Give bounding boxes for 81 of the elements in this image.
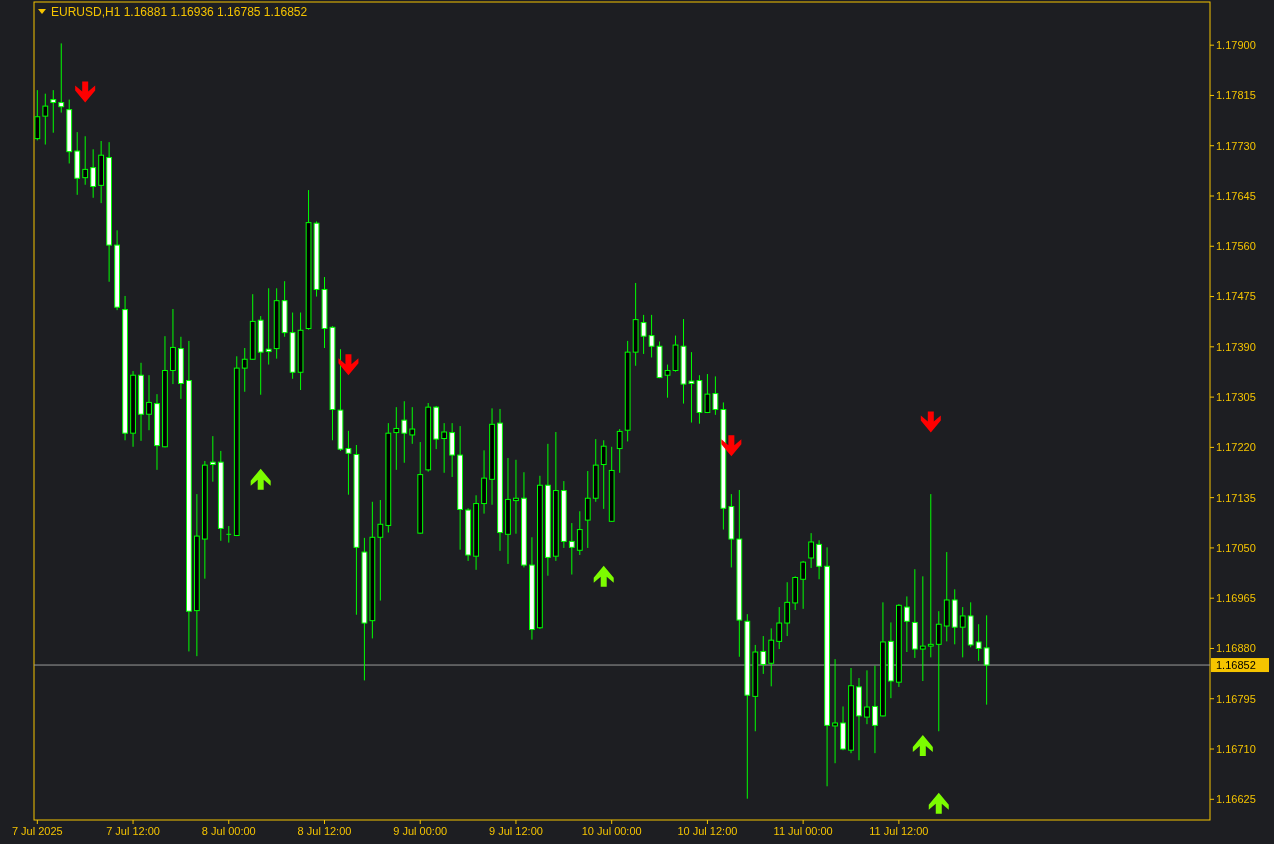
candlestick [600, 439, 607, 510]
y-tick-label: 1.16710 [1216, 742, 1256, 755]
y-tick-label: 1.17475 [1216, 290, 1256, 303]
point [920, 411, 941, 433]
candlestick [576, 510, 583, 556]
y-tick-label: 1.17815 [1216, 89, 1256, 102]
candlestick [648, 314, 655, 358]
candlestick [808, 532, 815, 569]
y-tick-label: 1.17220 [1216, 441, 1256, 454]
candlestick [449, 422, 456, 478]
candlestick [919, 575, 926, 682]
candlestick [640, 314, 647, 355]
x-tick-label: 11 Jul 00:00 [773, 825, 833, 837]
candlestick [90, 148, 97, 199]
point [912, 734, 933, 756]
candlestick [401, 400, 408, 464]
candlestick [927, 493, 934, 658]
candlestick [712, 375, 719, 416]
candlestick [616, 428, 623, 474]
candlestick [441, 422, 448, 474]
x-tick-label: 10 Jul 12:00 [677, 825, 738, 837]
y-tick-label: 1.17730 [1216, 139, 1256, 152]
candlestick [975, 623, 982, 662]
candlestick [225, 525, 232, 544]
candlestick [241, 347, 248, 393]
x-tick-label: 10 Jul 00:00 [581, 825, 642, 837]
x-tick-label: 7 Jul 12:00 [106, 825, 160, 837]
y-tick-label: 1.16965 [1216, 592, 1256, 605]
point [593, 565, 614, 587]
candlestick [959, 606, 966, 658]
candlestick [800, 560, 807, 610]
y-tick-label: 1.17560 [1216, 240, 1256, 253]
candlestick [146, 374, 152, 431]
y-tick-label: 1.17050 [1216, 541, 1256, 554]
candlestick [760, 635, 767, 675]
candlestick [832, 658, 838, 764]
candlestick [50, 89, 57, 134]
point [721, 435, 742, 457]
x-tick-label: 9 Jul 12:00 [489, 825, 543, 837]
candlestick [935, 610, 942, 732]
x-tick-label: 11 Jul 12:00 [869, 825, 929, 837]
y-tick-label: 1.16625 [1216, 793, 1256, 806]
candlestick [704, 373, 711, 414]
candlestick [872, 665, 878, 754]
candlestick [265, 287, 272, 366]
y-tick-label: 1.17135 [1216, 491, 1256, 504]
candlestick [816, 539, 822, 580]
candlestick [170, 308, 176, 385]
y-tick-label: 1.17305 [1216, 390, 1256, 403]
point [338, 354, 359, 376]
candlestick [377, 499, 384, 602]
x-tick-label: 7 Jul 2025 [11, 825, 63, 837]
candlestick [42, 93, 49, 146]
y-tick-label: 1.17390 [1216, 340, 1256, 353]
candlestick [82, 135, 89, 186]
y-tick-label: 1.16795 [1216, 692, 1256, 705]
candlestick [776, 606, 783, 650]
candlestick [784, 581, 791, 637]
point [928, 792, 949, 814]
y-tick-label: 1.16880 [1216, 642, 1256, 655]
candlestick [34, 89, 41, 141]
candlestick [513, 459, 519, 535]
candlestick [768, 627, 775, 687]
point [75, 81, 96, 103]
ref-line-label: 1.16852 [1216, 658, 1256, 671]
y-tick-label: 1.17900 [1216, 39, 1256, 52]
x-tick-label: 8 Jul 00:00 [201, 825, 256, 837]
candlestick [209, 435, 216, 483]
y-tick-label: 1.17645 [1216, 189, 1256, 202]
candlestick [584, 470, 591, 549]
candlestick [903, 595, 910, 653]
chart-title: EURUSD,H1 1.16881 1.16936 1.16785 1.16852 [51, 5, 308, 19]
candlestick [568, 522, 575, 576]
candlestick [983, 614, 990, 706]
candlestick [393, 406, 400, 471]
point [250, 468, 271, 490]
x-tick-label: 9 Jul 00:00 [393, 825, 448, 837]
candlestick [409, 406, 416, 445]
x-tick-label: 8 Jul 12:00 [297, 825, 352, 837]
candlestick [864, 669, 870, 725]
candlestick [58, 42, 65, 114]
